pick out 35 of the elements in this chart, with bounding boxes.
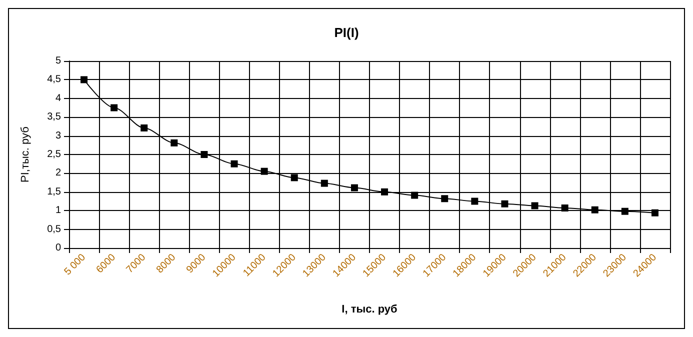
point (140, 124, 148, 132)
point (320, 180, 328, 187)
chart-title: PI(I) (334, 25, 359, 40)
y-tick-label: 0,5 (47, 224, 62, 235)
point (110, 104, 118, 112)
point (591, 206, 598, 214)
point (350, 184, 358, 192)
point (621, 208, 628, 215)
point (230, 160, 238, 168)
y-tick-label: 2,5 (47, 149, 62, 160)
point (561, 204, 568, 212)
y-tick-label: 3,5 (47, 112, 62, 123)
y-tick-label: 1 (55, 205, 62, 216)
point (471, 198, 478, 205)
point (411, 192, 418, 199)
x-tick-label: 5 000 (62, 252, 88, 278)
point (531, 202, 538, 210)
point (80, 76, 88, 84)
y-tick-label: 4 (55, 92, 62, 104)
y-tick-label: 0 (55, 242, 62, 254)
y-axis-title: PI,тыс. руб (20, 126, 32, 182)
x-axis-title: I, тыс. руб (342, 304, 398, 316)
y-tick-label: 5 (55, 56, 62, 66)
y-tick-label: 1,5 (47, 186, 62, 198)
point (501, 200, 508, 208)
point (170, 139, 178, 146)
y-tick-label: 2 (55, 168, 62, 179)
point (381, 188, 388, 196)
point (260, 168, 268, 175)
y-tick-label: 3 (55, 130, 62, 142)
point (290, 174, 298, 182)
point (200, 151, 208, 158)
point (651, 209, 658, 216)
point (441, 195, 448, 202)
y-tick-label: 4,5 (47, 74, 62, 86)
